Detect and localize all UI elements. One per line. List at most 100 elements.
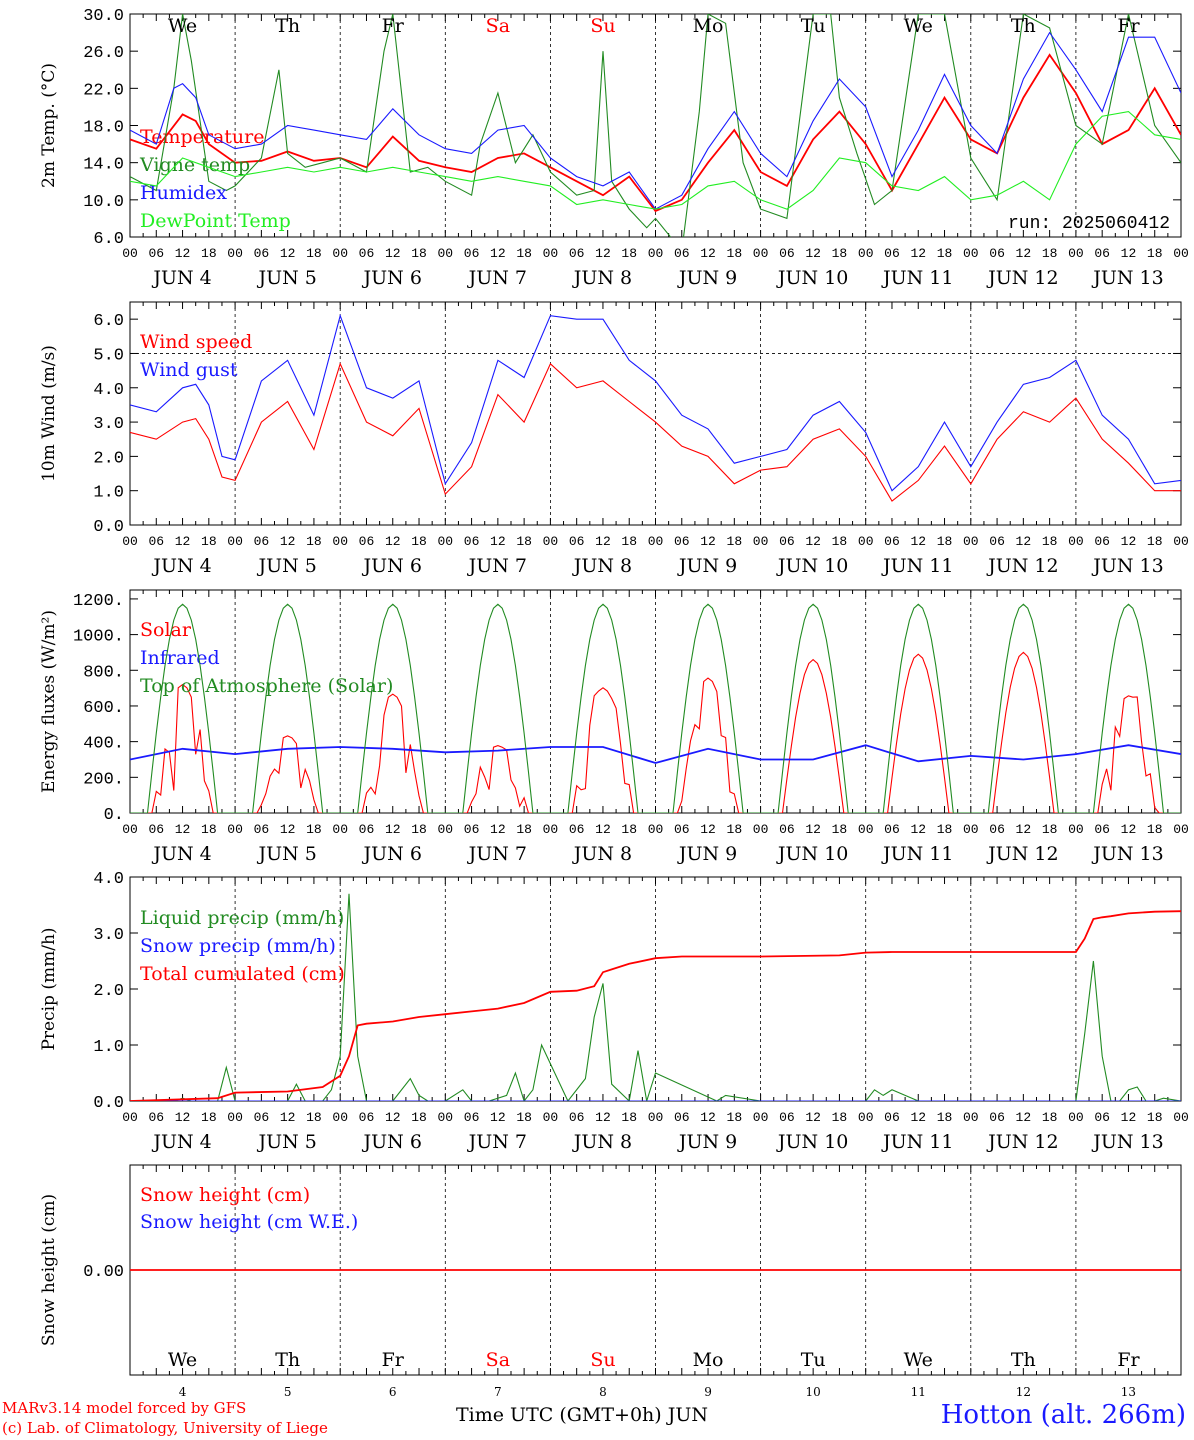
hour-tick-label: 18: [621, 822, 637, 837]
hour-tick-label: 00: [648, 1110, 664, 1125]
y-tick-label: 600.: [83, 699, 124, 718]
hour-tick-label: 06: [148, 1110, 164, 1125]
time-axis-label: Time UTC (GMT+0h) JUN: [456, 1404, 708, 1426]
hour-tick-label: 06: [359, 246, 375, 261]
y-axis-label: 2m Temp. (°C): [39, 63, 59, 188]
hour-tick-label: 06: [254, 534, 270, 549]
day-name: Th: [275, 1349, 300, 1371]
hour-tick-label: 12: [175, 1110, 191, 1125]
date-label: JUN 11: [881, 555, 953, 577]
hour-tick-label: 06: [148, 534, 164, 549]
y-tick-label: 0.: [104, 806, 124, 825]
hour-tick-label: 12: [490, 534, 506, 549]
hour-tick-label: 00: [437, 246, 453, 261]
date-label: JUN 8: [572, 267, 632, 289]
day-name: Th: [1011, 15, 1036, 37]
hour-tick-label: 18: [411, 534, 427, 549]
date-label: JUN 10: [776, 1131, 848, 1153]
hour-tick-label: 06: [254, 822, 270, 837]
hour-tick-label: 18: [411, 822, 427, 837]
y-tick-label: 800.: [83, 663, 124, 682]
date-label: JUN 12: [986, 1131, 1058, 1153]
model-label: MARv3.14 model forced by GFS: [2, 1399, 247, 1417]
legend-entry: Top of Atmosphere (Solar): [140, 675, 393, 697]
day-name: Su: [590, 1349, 615, 1371]
hour-tick-label: 18: [411, 1110, 427, 1125]
series-line-humidex: [130, 31, 1181, 210]
y-axis-label: 10m Wind (m/s): [39, 345, 59, 482]
hour-tick-label: 12: [1121, 246, 1137, 261]
date-label: JUN 13: [1091, 843, 1163, 865]
day-name: Mo: [693, 1349, 724, 1371]
hour-tick-label: 00: [1068, 1110, 1084, 1125]
hour-tick-label: 06: [779, 1110, 795, 1125]
hour-tick-label: 12: [1016, 1110, 1032, 1125]
date-number: 9: [704, 1385, 712, 1399]
run-label: run: 2025060412: [1008, 214, 1170, 234]
hour-tick-label: 06: [254, 1110, 270, 1125]
hour-tick-label: 06: [359, 822, 375, 837]
hour-tick-label: 12: [595, 1110, 611, 1125]
hour-tick-label: 18: [1042, 534, 1058, 549]
hour-tick-label: 06: [464, 1110, 480, 1125]
hour-tick-label: 06: [989, 534, 1005, 549]
hour-tick-label: 00: [332, 534, 348, 549]
date-label: JUN 6: [362, 267, 422, 289]
hour-tick-label: 18: [621, 534, 637, 549]
hour-tick-label: 06: [148, 822, 164, 837]
hour-tick-label: 06: [674, 246, 690, 261]
y-tick-label: 5.0: [93, 346, 124, 365]
day-name: Fr: [1117, 15, 1140, 37]
hour-tick-label: 00: [753, 534, 769, 549]
hour-tick-label: 06: [1094, 1110, 1110, 1125]
y-tick-label: 0.0: [93, 518, 124, 537]
hour-tick-label: 00: [227, 1110, 243, 1125]
y-tick-label: 1200.: [73, 592, 124, 611]
hour-tick-label: 06: [674, 1110, 690, 1125]
day-name: Mo: [693, 15, 724, 37]
date-label: JUN 10: [776, 555, 848, 577]
date-label: JUN 7: [467, 1131, 527, 1153]
hour-tick-label: 12: [805, 1110, 821, 1125]
panel-2: 6.0 5.0 4.0 3.0 2.0 1.0 0.0 10m Wind (m/s) Wind …: [39, 301, 1189, 577]
legend-entry: Humidex: [140, 182, 227, 204]
hour-tick-label: 06: [779, 246, 795, 261]
model-credit: MARv3.14 model forced by GFS (c) Lab. of…: [2, 1398, 328, 1438]
hour-tick-label: 00: [963, 822, 979, 837]
hour-tick-label: 00: [963, 1110, 979, 1125]
hour-tick-label: 00: [332, 822, 348, 837]
hour-tick-label: 06: [1094, 822, 1110, 837]
hour-tick-label: 12: [595, 246, 611, 261]
date-label: JUN 6: [362, 843, 422, 865]
date-label: JUN 4: [151, 843, 211, 865]
hour-tick-label: 06: [569, 246, 585, 261]
hour-tick-label: 00: [122, 534, 138, 549]
hour-tick-label: 00: [1068, 534, 1084, 549]
date-label: JUN 12: [986, 843, 1058, 865]
date-number: 4: [179, 1385, 187, 1399]
hour-tick-label: 00: [332, 246, 348, 261]
series-line-solar: [130, 651, 1181, 813]
date-label: JUN 11: [881, 267, 953, 289]
hour-tick-label: 00: [963, 246, 979, 261]
hour-tick-label: 00: [1173, 246, 1189, 261]
y-tick-label: 22.0: [83, 81, 124, 100]
hour-tick-label: 18: [832, 1110, 848, 1125]
hour-tick-label: 00: [1068, 822, 1084, 837]
hour-tick-label: 00: [858, 246, 874, 261]
hour-tick-label: 18: [832, 822, 848, 837]
hour-tick-label: 00: [648, 822, 664, 837]
y-axis-label: Energy fluxes (W/m²): [39, 610, 59, 793]
hour-tick-label: 00: [648, 534, 664, 549]
hour-tick-label: 06: [989, 822, 1005, 837]
date-label: JUN 8: [572, 843, 632, 865]
hour-tick-label: 06: [779, 822, 795, 837]
y-tick-label: 18.0: [83, 119, 124, 138]
date-label: JUN 7: [467, 267, 527, 289]
hour-tick-label: 18: [937, 534, 953, 549]
hour-tick-label: 00: [122, 246, 138, 261]
hour-tick-label: 06: [884, 1110, 900, 1125]
hour-tick-label: 12: [700, 822, 716, 837]
hour-tick-label: 00: [122, 822, 138, 837]
day-name: We: [168, 15, 197, 37]
